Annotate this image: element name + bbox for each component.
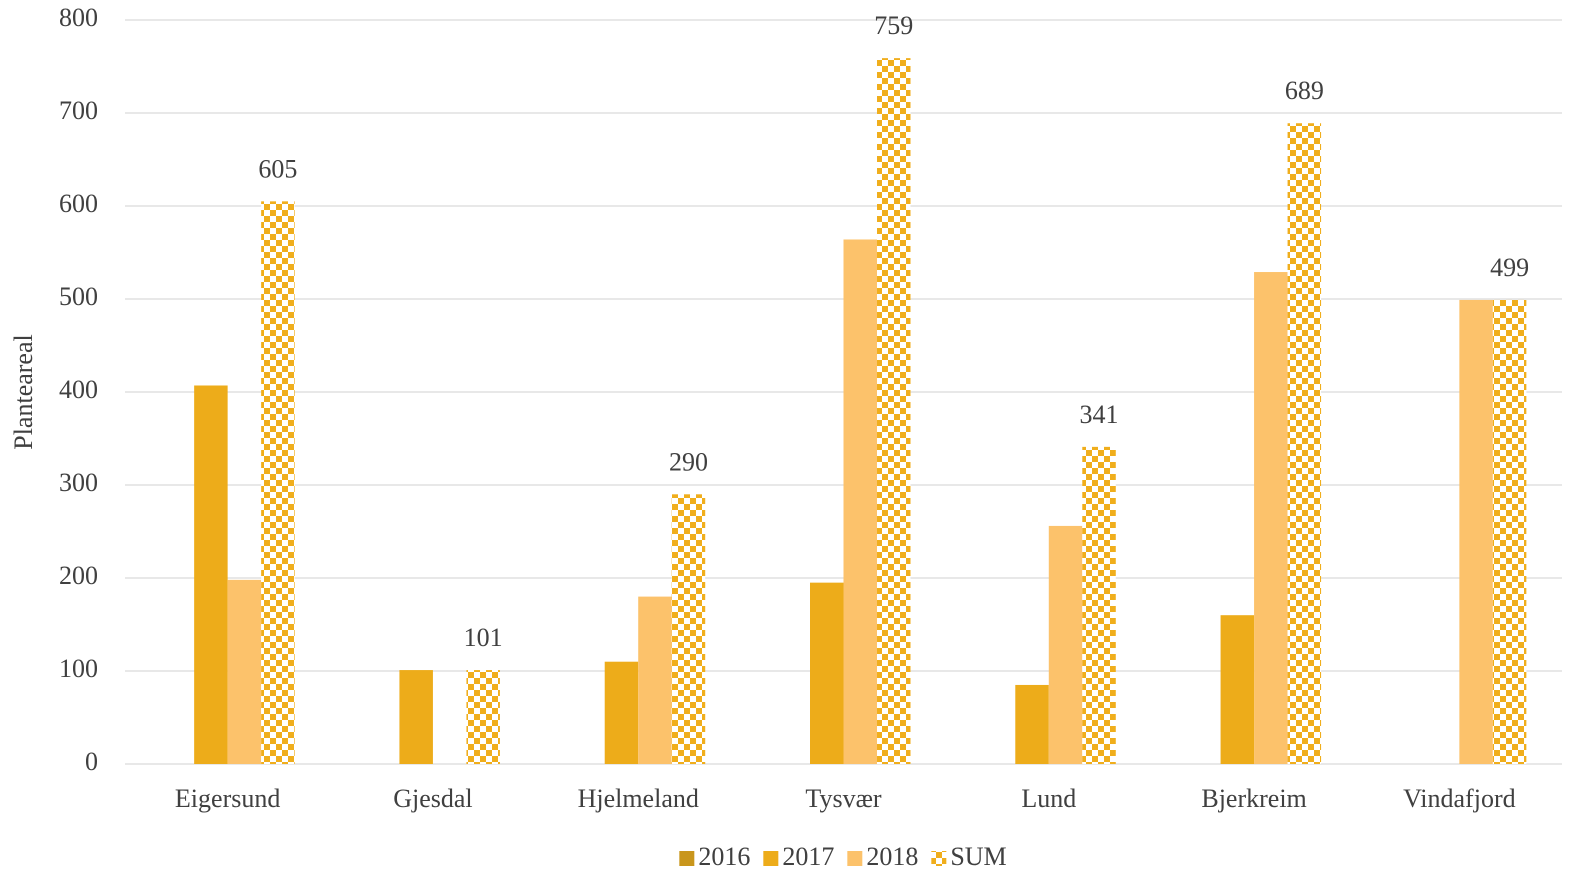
- y-tick-label: 400: [59, 375, 98, 404]
- legend-label: 2016: [698, 842, 750, 871]
- bar: [877, 58, 911, 764]
- bar: [194, 385, 228, 764]
- y-tick-label: 800: [59, 3, 98, 32]
- x-tick-label: Vindafjord: [1403, 784, 1516, 813]
- bar: [810, 582, 844, 764]
- data-label: 689: [1285, 76, 1324, 105]
- y-axis-title: Planteareal: [9, 334, 38, 450]
- y-tick-label: 500: [59, 282, 98, 311]
- bar: [604, 661, 639, 764]
- x-tick-label: Lund: [1021, 784, 1076, 813]
- x-tick-label: Gjesdal: [393, 784, 472, 813]
- bar: [1048, 525, 1083, 764]
- legend-swatch: [847, 851, 863, 866]
- y-tick-label: 600: [59, 189, 98, 218]
- legend-item: 2016: [679, 842, 750, 871]
- legend-label: 2018: [866, 842, 918, 871]
- data-label: 759: [874, 11, 913, 40]
- bar: [1287, 123, 1322, 765]
- bar: [1082, 446, 1116, 764]
- bar: [671, 494, 706, 764]
- legend-swatch: [763, 851, 779, 866]
- bar: [261, 201, 295, 765]
- bar: [399, 670, 433, 764]
- y-tick-label: 700: [59, 96, 98, 125]
- x-tick-label: Tysvær: [805, 784, 882, 813]
- bar: [1015, 684, 1049, 764]
- bar: [466, 670, 500, 764]
- legend-label: SUM: [950, 842, 1006, 871]
- bar: [1254, 272, 1288, 764]
- bar: [227, 579, 262, 764]
- legend-swatch: [679, 851, 695, 866]
- y-tick-label: 200: [59, 561, 98, 590]
- y-tick-label: 0: [85, 747, 98, 776]
- data-label: 101: [464, 623, 503, 652]
- x-tick-label: Bjerkreim: [1201, 784, 1306, 813]
- legend-item: 2018: [847, 842, 918, 871]
- bar: [1459, 299, 1493, 764]
- legend-swatch: [931, 851, 947, 866]
- x-tick-label: Hjelmeland: [578, 784, 699, 813]
- x-tick-label: Eigersund: [175, 784, 280, 813]
- data-label: 499: [1490, 253, 1529, 282]
- legend-label: 2017: [782, 842, 834, 871]
- data-label: 605: [258, 154, 297, 183]
- legend-item: SUM: [931, 842, 1007, 871]
- legend-item: 2017: [763, 842, 834, 871]
- y-tick-label: 100: [59, 654, 98, 683]
- data-label: 290: [669, 447, 708, 476]
- data-label: 341: [1080, 400, 1119, 429]
- y-tick-label: 300: [59, 468, 98, 497]
- bar: [1492, 299, 1527, 764]
- bar: [638, 596, 672, 764]
- bar: [843, 239, 877, 765]
- bar: [1220, 615, 1255, 764]
